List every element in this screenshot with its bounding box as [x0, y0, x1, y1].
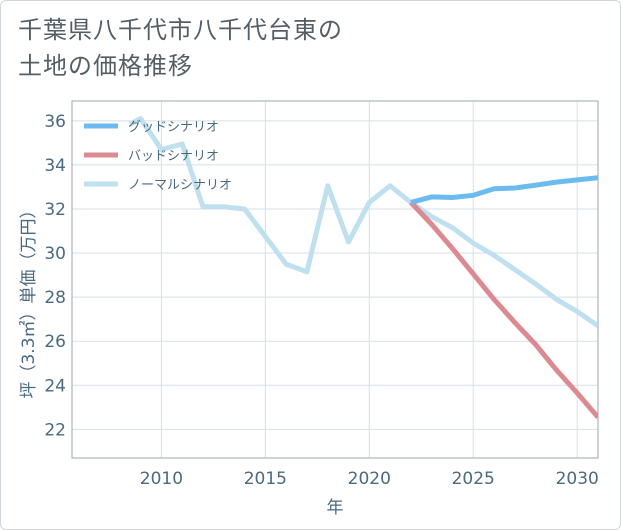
- y-tick-label-32: 32: [44, 200, 66, 220]
- legend-label-1: バッドシナリオ: [128, 149, 219, 164]
- y-tick-label-36: 36: [44, 112, 66, 132]
- y-tick-label-28: 28: [44, 288, 66, 308]
- series-line-2: [129, 116, 598, 328]
- legend-label-0: グッドシナリオ: [128, 120, 219, 135]
- chart-series: [129, 116, 598, 419]
- x-tick-label-2030: 2030: [556, 469, 599, 489]
- plot-area-frame: [71, 100, 599, 459]
- chart-title-line-2: 土地の価格推移: [18, 52, 193, 80]
- chart-grid: [72, 101, 598, 458]
- x-axis-ticks: 2010 2015 2020 2025 2030: [140, 469, 599, 489]
- y-tick-label-30: 30: [44, 244, 66, 264]
- y-axis-ticks: 22 24 26 28 30 32 34 36: [44, 112, 66, 441]
- y-tick-label-24: 24: [44, 376, 66, 396]
- x-axis-label: 年: [327, 498, 344, 518]
- chart-title: 千葉県八千代市八千代台東の 土地の価格推移: [18, 12, 578, 84]
- legend-label-2: ノーマルシナリオ: [128, 178, 232, 193]
- y-tick-label-22: 22: [44, 420, 66, 440]
- chart-title-line-1: 千葉県八千代市八千代台東の: [18, 16, 343, 44]
- y-tick-label-34: 34: [44, 156, 66, 176]
- series-line-1: [409, 200, 598, 419]
- x-tick-label-2025: 2025: [452, 469, 495, 489]
- x-tick-label-2020: 2020: [348, 469, 391, 489]
- series-line-0: [410, 175, 598, 205]
- y-tick-label-26: 26: [44, 332, 66, 352]
- y-axis-label: 坪（3.3㎡）単価（万円）: [19, 201, 39, 398]
- x-tick-label-2010: 2010: [140, 469, 183, 489]
- x-tick-label-2015: 2015: [244, 469, 287, 489]
